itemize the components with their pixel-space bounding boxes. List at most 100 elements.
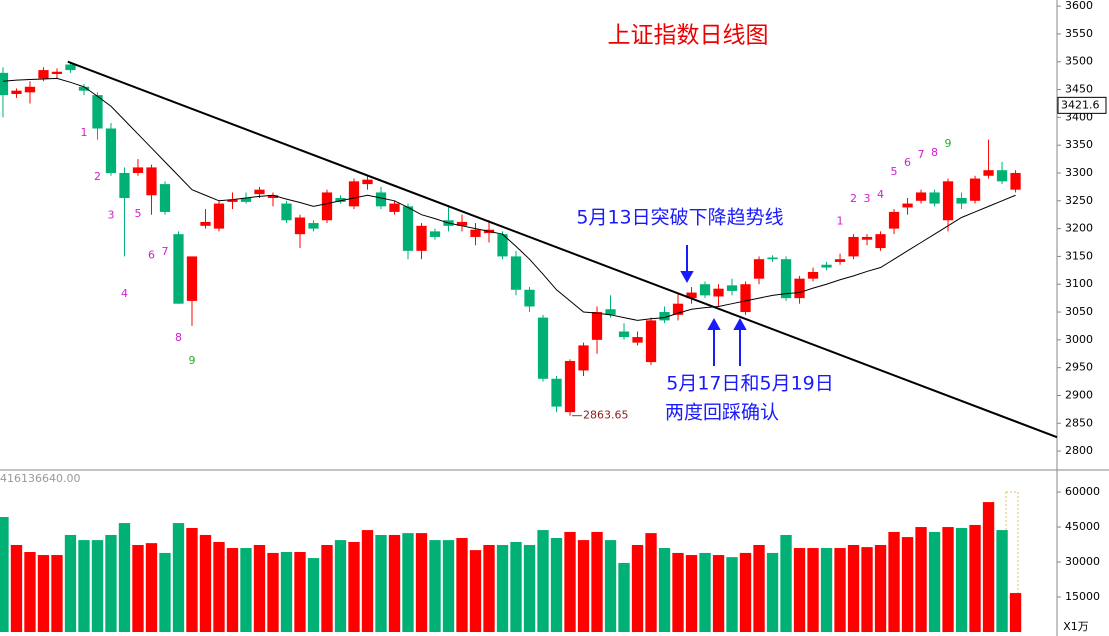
volume-bar: [469, 550, 482, 632]
volume-bar: [955, 527, 968, 632]
candle-body: [11, 90, 22, 94]
candle-body: [821, 264, 832, 268]
y-tick-label: 3200: [1065, 222, 1093, 235]
candle-body: [672, 303, 684, 315]
candle-body: [65, 64, 76, 71]
td-label: 6: [148, 248, 155, 261]
candle-body: [254, 189, 265, 195]
candle-body: [524, 289, 535, 307]
candle-body: [321, 192, 333, 221]
last-price-box: [1057, 96, 1107, 114]
volume-bar: [415, 533, 428, 632]
volume-bar: [307, 558, 320, 632]
volume-bar: [442, 540, 455, 632]
volume-bar: [1009, 593, 1022, 632]
candle-body: [902, 203, 913, 208]
candle-body: [119, 172, 130, 199]
volume-bar: [861, 547, 873, 632]
y-tick-label: 30000: [1065, 555, 1100, 568]
candle-body: [686, 292, 697, 299]
td-label: 8: [175, 331, 182, 344]
candle-body: [713, 288, 724, 297]
volume-bar: [388, 534, 401, 632]
low-label: 2863.65: [583, 409, 629, 422]
volume-bar: [348, 541, 360, 632]
highlight-box: [1005, 491, 1019, 598]
candle-body: [213, 203, 225, 229]
candle-body: [969, 178, 981, 201]
arrows: [680, 245, 747, 366]
volume-bar: [186, 527, 198, 632]
candle-body: [429, 231, 441, 237]
y-tick-label: 2900: [1065, 388, 1093, 401]
candle-body: [767, 257, 778, 260]
volume-bar: [240, 548, 252, 632]
volume-bar: [429, 540, 441, 632]
candle-body: [200, 221, 211, 226]
volume-bar: [267, 552, 279, 632]
volume-bar: [820, 548, 833, 632]
candle-body: [362, 179, 373, 185]
candle-body: [780, 259, 792, 299]
candle-body: [632, 337, 643, 343]
volume-bar: [564, 531, 576, 632]
volume-bar: [226, 548, 239, 632]
volume-bar: [901, 537, 914, 632]
y-tick-label: 3250: [1065, 194, 1093, 207]
volume-bar: [712, 555, 725, 632]
candle-body: [956, 198, 967, 204]
candle-body: [578, 345, 589, 371]
volume-bar: [874, 545, 887, 632]
candle-body: [848, 236, 859, 257]
td-label: 8: [931, 146, 938, 159]
candle-body: [146, 167, 157, 196]
candle-body: [875, 234, 886, 249]
candle-body: [915, 192, 927, 201]
candle-body: [294, 217, 306, 235]
y-tick-label: 3150: [1065, 249, 1093, 262]
volume-bar: [321, 545, 333, 632]
candle-body: [591, 312, 603, 340]
candle-body: [929, 192, 940, 204]
candle-body: [38, 70, 49, 79]
td-label: 9: [945, 137, 952, 150]
candle-body: [497, 234, 508, 257]
volume-bar: [51, 555, 63, 632]
volume-bar: [658, 548, 671, 632]
candle-body: [942, 181, 954, 221]
candle-body: [389, 203, 400, 212]
candle-body: [888, 211, 900, 229]
y-tick-label: 3050: [1065, 305, 1093, 318]
volume-bar: [280, 552, 293, 632]
volume-bar: [793, 548, 806, 632]
candle-body: [794, 278, 805, 299]
volume-bar: [172, 523, 185, 632]
volume-bar: [37, 555, 50, 632]
volume-bar: [199, 534, 212, 632]
volume-bar: [550, 538, 563, 632]
volume-bar: [591, 531, 603, 632]
volume-bar: [253, 545, 266, 632]
candle-body: [92, 95, 103, 129]
annotation: 5月13日突破下降趋势线: [576, 207, 783, 229]
volume-bar: [928, 531, 941, 632]
y-tick-label: 45000: [1065, 520, 1100, 533]
y-tick-label: 60000: [1065, 485, 1100, 498]
y-tick-label: 3500: [1065, 55, 1093, 68]
y-tick-label: 3450: [1065, 83, 1093, 96]
candle-body: [659, 312, 670, 321]
candle-body: [227, 199, 238, 202]
candle-body: [618, 331, 630, 338]
candle-body: [699, 284, 711, 296]
candle-body: [726, 285, 738, 291]
annotation: 5月17日和5月19日: [666, 373, 834, 395]
y-tick-label: 3350: [1065, 138, 1093, 151]
volume-unit: X1万: [1063, 620, 1089, 633]
y-tick-label: 2850: [1065, 416, 1093, 429]
volume-bar: [942, 527, 954, 632]
volume-bar: [577, 540, 590, 632]
td-label: 1: [837, 214, 844, 227]
volume-bar: [132, 545, 144, 632]
moving-average: [2, 77, 1016, 321]
